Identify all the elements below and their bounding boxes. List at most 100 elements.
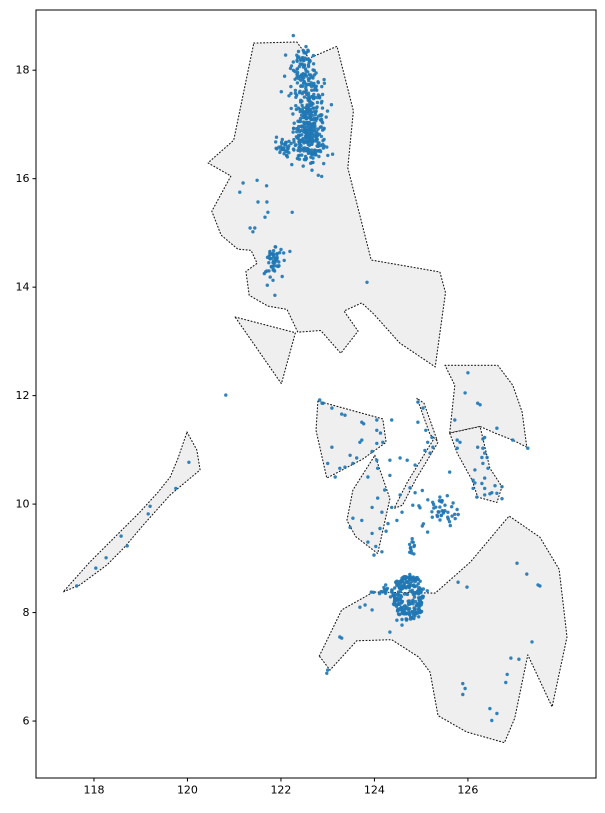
- data-point: [390, 588, 394, 593]
- data-point: [396, 602, 400, 606]
- data-point: [298, 100, 303, 104]
- data-point: [481, 437, 485, 441]
- data-point: [310, 168, 314, 172]
- data-point: [308, 82, 312, 87]
- data-point: [343, 465, 347, 469]
- data-point: [308, 107, 312, 112]
- data-point: [363, 603, 367, 607]
- data-point: [398, 456, 402, 460]
- data-point: [297, 55, 301, 59]
- data-point: [287, 151, 291, 155]
- data-point: [382, 585, 386, 590]
- data-point: [455, 446, 459, 450]
- data-point: [414, 600, 418, 604]
- x-tick-label: 120: [177, 784, 198, 797]
- data-point: [421, 587, 425, 591]
- data-point: [413, 491, 417, 495]
- data-point: [399, 605, 403, 610]
- region-panay: [315, 400, 387, 479]
- data-point: [370, 608, 374, 612]
- data-point: [125, 544, 129, 548]
- x-tick-label: 124: [364, 784, 385, 797]
- data-point: [370, 449, 374, 454]
- data-point: [360, 518, 364, 523]
- data-point: [413, 592, 417, 596]
- data-point: [307, 73, 312, 77]
- data-point: [312, 68, 316, 73]
- data-point: [400, 600, 404, 604]
- data-point: [442, 509, 446, 514]
- data-point: [425, 530, 430, 534]
- data-point: [282, 74, 287, 78]
- data-point: [481, 446, 485, 450]
- data-point: [293, 77, 297, 82]
- data-point: [348, 525, 352, 530]
- data-point: [395, 583, 399, 588]
- data-point: [445, 494, 449, 498]
- data-point: [307, 110, 311, 114]
- data-point: [291, 130, 295, 134]
- data-point: [439, 513, 443, 518]
- data-point: [279, 145, 283, 149]
- y-tick-label: 18: [16, 64, 30, 77]
- data-point: [495, 426, 499, 430]
- data-point: [313, 86, 318, 90]
- data-point: [311, 117, 315, 122]
- data-point: [511, 438, 515, 442]
- y-tick-label: 16: [16, 172, 30, 185]
- data-point: [426, 498, 430, 502]
- data-point: [515, 561, 519, 565]
- data-point: [311, 53, 316, 58]
- data-point: [316, 133, 320, 138]
- data-point: [424, 428, 428, 432]
- region-mindoro: [234, 316, 296, 385]
- data-point: [376, 466, 380, 470]
- data-point: [370, 505, 374, 510]
- data-point: [253, 226, 257, 230]
- data-point: [289, 106, 293, 111]
- data-point: [322, 144, 326, 148]
- data-point: [292, 140, 296, 144]
- data-point: [275, 251, 279, 256]
- data-point: [461, 681, 465, 686]
- data-point: [293, 143, 297, 148]
- data-point: [305, 128, 309, 132]
- data-point: [465, 585, 469, 589]
- data-point: [306, 120, 310, 125]
- data-point: [398, 593, 403, 598]
- data-point: [388, 473, 392, 478]
- data-point: [398, 582, 402, 586]
- data-point: [388, 595, 393, 599]
- data-point: [299, 143, 303, 148]
- data-point: [303, 72, 307, 77]
- data-point: [306, 116, 310, 120]
- data-point: [272, 269, 277, 273]
- data-point: [483, 486, 487, 491]
- data-point: [333, 475, 337, 479]
- region-cebu-sliver: [393, 436, 439, 509]
- data-point: [293, 88, 298, 93]
- data-point: [317, 149, 321, 153]
- data-point: [266, 210, 270, 214]
- data-point: [525, 572, 529, 576]
- data-point: [500, 485, 504, 489]
- data-point: [311, 76, 315, 80]
- data-point: [265, 269, 269, 273]
- data-point: [315, 144, 319, 148]
- data-point: [303, 90, 308, 94]
- data-point: [319, 101, 324, 105]
- scatter-points: [75, 33, 542, 723]
- data-point: [418, 587, 423, 591]
- data-point: [306, 98, 310, 103]
- data-point: [418, 599, 422, 604]
- data-point: [316, 127, 320, 131]
- data-point: [338, 635, 342, 639]
- data-point: [340, 412, 344, 416]
- data-point: [302, 95, 307, 99]
- data-point: [269, 264, 273, 269]
- data-point: [404, 618, 409, 622]
- data-point: [269, 256, 274, 261]
- data-point: [380, 550, 384, 554]
- data-point: [476, 401, 480, 405]
- data-point: [423, 448, 427, 453]
